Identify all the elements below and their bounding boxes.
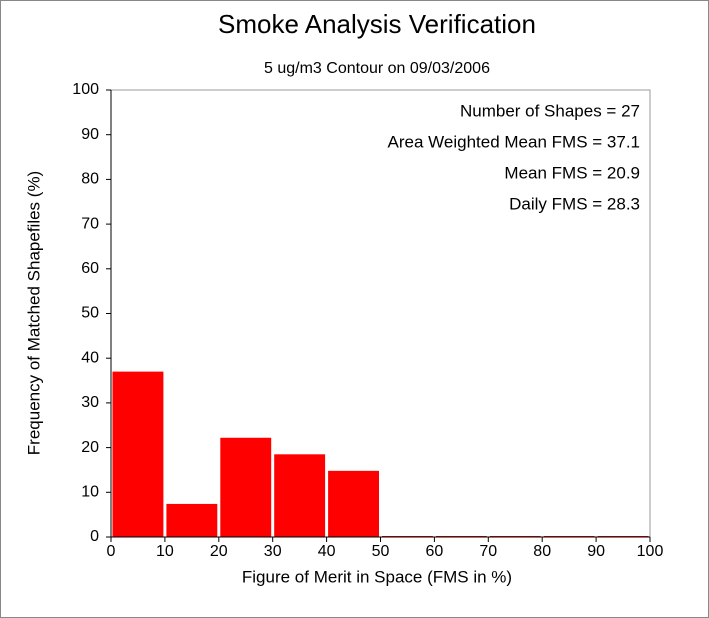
y-axis-label: Frequency of Matched Shapefiles (%) [24, 171, 43, 455]
x-tick-label: 30 [264, 543, 282, 560]
y-tick-label: 100 [72, 81, 99, 98]
y-tick-label: 10 [81, 484, 99, 501]
y-tick-label: 70 [81, 215, 99, 232]
x-axis-label: Figure of Merit in Space (FMS in %) [242, 567, 512, 586]
y-tick-label: 40 [81, 349, 99, 366]
chart-subtitle: 5 ug/m3 Contour on 09/03/2006 [264, 60, 490, 77]
bar [166, 503, 218, 537]
y-tick-label: 80 [81, 171, 99, 188]
y-tick-label: 30 [81, 394, 99, 411]
x-tick-label: 70 [479, 543, 497, 560]
annotation: Number of Shapes = 27 [460, 101, 640, 120]
x-tick-label: 0 [107, 543, 116, 560]
y-tick-label: 50 [81, 305, 99, 322]
bar [328, 470, 379, 537]
x-tick-label: 80 [533, 543, 551, 560]
annotation: Daily FMS = 28.3 [509, 194, 640, 213]
bar [112, 371, 164, 537]
annotation: Area Weighted Mean FMS = 37.1 [388, 132, 640, 151]
x-tick-label: 60 [426, 543, 444, 560]
y-tick-label: 20 [81, 439, 99, 456]
bar [274, 454, 326, 537]
annotation: Mean FMS = 20.9 [504, 163, 640, 182]
y-tick-label: 60 [81, 260, 99, 277]
x-tick-label: 40 [318, 543, 336, 560]
bar [220, 437, 272, 537]
x-tick-label: 50 [372, 543, 390, 560]
y-tick-label: 0 [90, 528, 99, 545]
y-tick-label: 90 [81, 126, 99, 143]
x-tick-label: 90 [587, 543, 605, 560]
x-tick-label: 20 [210, 543, 228, 560]
x-tick-label: 100 [637, 543, 664, 560]
chart-title: Smoke Analysis Verification [218, 9, 536, 39]
x-tick-label: 10 [156, 543, 174, 560]
